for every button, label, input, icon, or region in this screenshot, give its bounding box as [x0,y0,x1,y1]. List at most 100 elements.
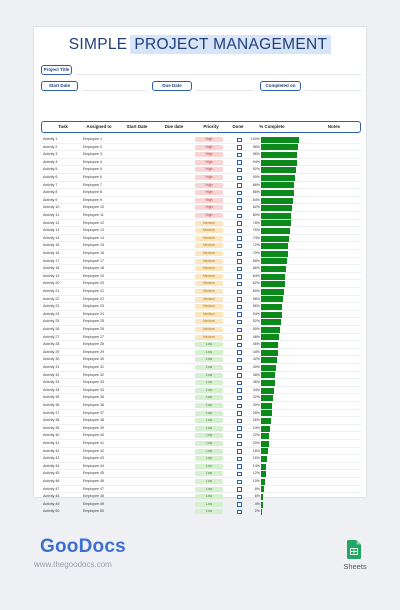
start-date-cell[interactable] [121,349,153,356]
checkbox-icon[interactable] [237,190,242,196]
due-date-cell[interactable] [158,159,190,166]
task-cell[interactable]: Activity 20 [43,281,60,286]
notes-cell[interactable] [309,432,357,439]
priority-badge[interactable]: Low [195,501,223,507]
notes-cell[interactable] [309,204,357,211]
assigned-cell[interactable]: Employee 32 [83,372,104,377]
notes-cell[interactable] [309,486,357,493]
task-cell[interactable]: Activity 37 [43,410,60,415]
due-date-cell[interactable] [158,356,190,363]
start-date-cell[interactable] [121,493,153,500]
start-date-cell[interactable] [121,486,153,493]
priority-badge[interactable]: Medium [195,258,223,264]
notes-cell[interactable] [309,280,357,287]
start-date-cell[interactable] [121,151,153,158]
priority-badge[interactable]: Low [195,418,223,424]
due-date-cell[interactable] [158,349,190,356]
notes-cell[interactable] [309,334,357,341]
priority-badge[interactable]: High [195,137,223,142]
priority-badge[interactable]: Medium [195,304,223,310]
notes-cell[interactable] [309,311,357,318]
notes-cell[interactable] [309,288,357,295]
priority-badge[interactable]: Low [195,380,223,386]
assigned-cell[interactable]: Employee 15 [83,243,104,248]
assigned-cell[interactable]: Employee 37 [83,410,104,415]
checkbox-icon[interactable] [237,509,242,515]
task-cell[interactable]: Activity 25 [43,319,60,324]
priority-badge[interactable]: Medium [195,228,223,234]
due-date-cell[interactable] [158,265,190,272]
notes-cell[interactable] [309,440,357,447]
task-cell[interactable]: Activity 36 [43,403,60,407]
assigned-cell[interactable]: Employee 3 [83,152,102,157]
due-date-cell[interactable] [158,470,190,477]
task-cell[interactable]: Activity 28 [43,342,60,347]
assigned-cell[interactable]: Employee 46 [83,479,104,483]
checkbox-icon[interactable] [237,479,242,484]
task-cell[interactable]: Activity 38 [43,418,60,423]
start-date-cell[interactable] [121,387,153,394]
notes-cell[interactable] [309,220,357,227]
due-date-cell[interactable] [158,250,190,257]
priority-badge[interactable]: High [195,175,223,180]
project-title-field[interactable] [76,65,361,75]
assigned-cell[interactable]: Employee 17 [83,258,104,263]
start-date-cell[interactable] [121,242,153,249]
due-date-cell[interactable] [158,296,190,303]
start-date-cell[interactable] [121,455,153,462]
notes-cell[interactable] [309,364,357,371]
priority-badge[interactable]: Low [195,433,223,439]
task-cell[interactable]: Activity 50 [43,509,60,514]
notes-cell[interactable] [309,250,357,257]
due-date-cell[interactable] [158,410,190,417]
task-cell[interactable]: Activity 7 [43,182,58,187]
assigned-cell[interactable]: Employee 22 [83,296,104,301]
assigned-cell[interactable]: Employee 21 [83,289,104,293]
task-cell[interactable]: Activity 26 [43,327,60,331]
checkbox-icon[interactable] [237,213,242,218]
checkbox-icon[interactable] [237,487,242,492]
assigned-cell[interactable]: Employee 44 [83,463,104,468]
due-date-cell[interactable] [158,425,190,432]
start-date-cell[interactable] [121,463,153,470]
checkbox-icon[interactable] [237,502,242,507]
notes-cell[interactable] [309,189,357,196]
due-date-cell[interactable] [158,364,190,371]
notes-cell[interactable] [309,303,357,310]
assigned-cell[interactable]: Employee 12 [83,220,104,225]
assigned-cell[interactable]: Employee 36 [83,403,104,407]
priority-badge[interactable]: Low [195,494,223,500]
assigned-cell[interactable]: Employee 49 [83,501,104,506]
due-date-cell[interactable] [158,493,190,500]
assigned-cell[interactable]: Employee 35 [83,395,104,400]
priority-badge[interactable]: Medium [195,319,223,325]
notes-cell[interactable] [309,136,357,143]
notes-cell[interactable] [309,242,357,249]
priority-badge[interactable]: High [195,182,223,188]
start-date-cell[interactable] [121,204,153,211]
notes-cell[interactable] [309,227,357,234]
due-date-cell[interactable] [158,212,190,219]
checkbox-icon[interactable] [237,464,242,469]
task-cell[interactable]: Activity 40 [43,433,60,438]
task-cell[interactable]: Activity 15 [43,243,60,248]
checkbox-icon[interactable] [237,259,242,264]
priority-badge[interactable]: Low [195,509,223,515]
assigned-cell[interactable]: Employee 48 [83,494,104,499]
due-date-cell[interactable] [158,311,190,318]
notes-cell[interactable] [309,402,357,409]
notes-cell[interactable] [309,258,357,265]
task-cell[interactable]: Activity 44 [43,463,60,468]
due-date-cell[interactable] [158,174,190,181]
priority-badge[interactable]: Low [195,342,223,348]
priority-badge[interactable]: Medium [195,289,223,294]
checkbox-icon[interactable] [237,304,242,310]
start-date-cell[interactable] [121,189,153,196]
task-cell[interactable]: Activity 21 [43,289,60,293]
priority-badge[interactable]: Low [195,471,223,477]
task-cell[interactable]: Activity 16 [43,251,60,255]
due-date-cell[interactable] [158,220,190,227]
start-date-cell[interactable] [121,501,153,508]
start-date-cell[interactable] [121,197,153,204]
assigned-cell[interactable]: Employee 50 [83,509,104,514]
